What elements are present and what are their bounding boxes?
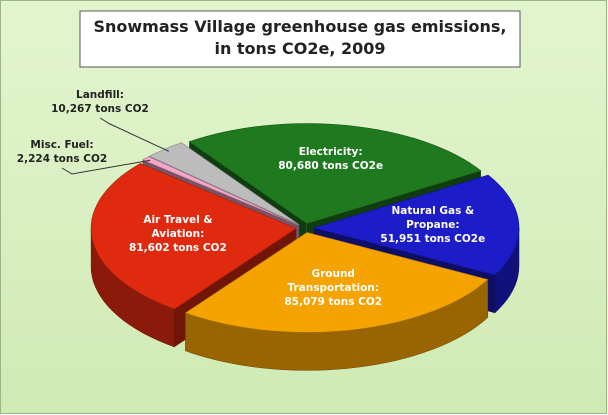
- value-label: 2,224 tons CO2: [16, 153, 108, 165]
- data-label: Ground Transportation:85,079 tons CO2: [273, 267, 393, 309]
- value-label: 85,079 tons CO2: [284, 295, 383, 308]
- chart-title: in tons CO2e, 2009: [214, 39, 385, 58]
- leader-line: [99, 117, 170, 152]
- category-label: Ground Transportation:: [287, 267, 379, 294]
- value-label: 80,680 tons CO2e: [278, 159, 384, 172]
- value-label: 51,951 tons CO2e: [380, 232, 486, 245]
- slice: [141, 156, 299, 226]
- data-label: Misc. Fuel: 2,224 tons CO2: [12, 138, 112, 166]
- category-label: Misc. Fuel:: [30, 139, 94, 151]
- data-label: Ground Transportation:85,079 tons CO2: [273, 267, 393, 309]
- data-label: Landfill: 10,267 tons CO2: [40, 88, 160, 116]
- value-label: 10,267 tons CO2: [51, 103, 149, 115]
- slice: [312, 174, 520, 276]
- data-label: Electricity:80,680 tons CO2e: [271, 145, 391, 173]
- chart-title: Snowmass Village greenhouse gas emission…: [93, 17, 506, 36]
- data-label: Natural Gas & Propane:51,951 tons CO2e: [373, 204, 493, 246]
- category-label: Landfill:: [76, 89, 124, 101]
- title-box: [79, 10, 521, 68]
- data-label: Air Travel & Aviation:81,602 tons CO2: [118, 213, 238, 255]
- data-label: Air Travel & Aviation:81,602 tons CO2: [118, 213, 238, 255]
- category-label: Electricity:: [298, 145, 363, 158]
- data-label: Landfill: 10,267 tons CO2: [40, 88, 160, 116]
- data-label: Natural Gas & Propane:51,951 tons CO2e: [373, 204, 493, 246]
- leader-line: [61, 159, 151, 175]
- slice: [184, 232, 489, 333]
- category-label: Natural Gas & Propane:: [391, 204, 475, 231]
- slice: [188, 123, 482, 224]
- value-label: 81,602 tons CO2: [129, 242, 227, 255]
- pie: Landfill: 10,267 tons CO2 Misc. Fuel: 2,224…: [12, 88, 520, 371]
- category-label: Air Travel & Aviation:: [143, 214, 213, 241]
- data-label: Misc. Fuel: 2,224 tons CO2: [12, 138, 112, 166]
- data-label: Electricity:80,680 tons CO2e: [271, 145, 391, 173]
- slice: [90, 163, 297, 310]
